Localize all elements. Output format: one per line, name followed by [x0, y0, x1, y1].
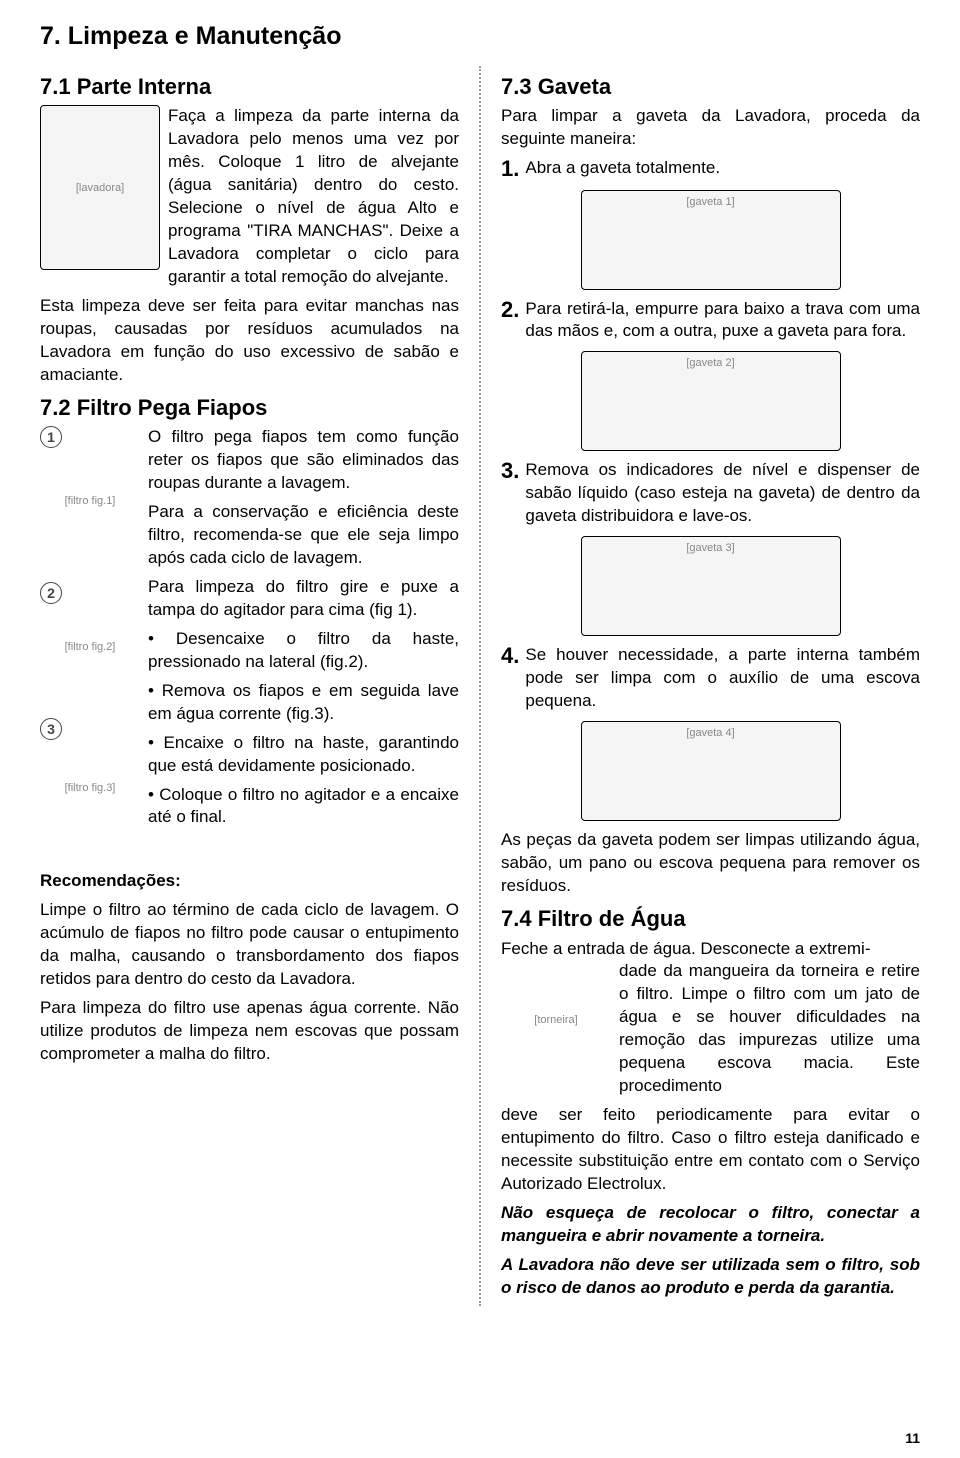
- section-71-p2: Esta limpeza deve ser feita para evitar …: [40, 295, 459, 387]
- section-74-title: 7.4 Filtro de Água: [501, 904, 920, 934]
- right-column: 7.3 Gaveta Para limpar a gaveta da Lavad…: [501, 66, 920, 1306]
- drawer-fig-1: [gaveta 1]: [581, 190, 841, 290]
- column-divider: [479, 66, 481, 1306]
- filter-figures: 1 [filtro fig.1] 2 [filtro fig.2] 3 [fil…: [40, 426, 140, 864]
- rec-p1: Limpe o filtro ao término de cada ciclo …: [40, 899, 459, 991]
- step-2: 2. Para retirá-la, empurre para baixo a …: [501, 298, 920, 344]
- drawer-fig-4: [gaveta 4]: [581, 721, 841, 821]
- washer-illustration-alt: [lavadora]: [72, 177, 128, 200]
- step-3: 3. Remova os indicadores de nível e disp…: [501, 459, 920, 528]
- drawer-fig-4-alt: [gaveta 4]: [582, 722, 840, 745]
- filter-fig-3-alt: [filtro fig.3]: [61, 777, 120, 800]
- section-74-p3: A Lavadora não deve ser utilizada sem o …: [501, 1254, 920, 1300]
- step-4: 4. Se houver necessidade, a parte intern…: [501, 644, 920, 713]
- page-title: 7. Limpeza e Manutenção: [40, 20, 920, 54]
- rec-p2: Para limpeza do filtro use apenas água c…: [40, 997, 459, 1066]
- step-1-num: 1.: [501, 157, 519, 181]
- drawer-fig-2: [gaveta 2]: [581, 351, 841, 451]
- page-number: 11: [905, 1429, 920, 1448]
- step-3-num: 3.: [501, 459, 519, 528]
- step-1: 1. Abra a gaveta totalmente.: [501, 157, 920, 181]
- filter-fig-1: 1 [filtro fig.1]: [40, 426, 140, 576]
- section-71-title: 7.1 Parte Interna: [40, 72, 459, 102]
- step-2-num: 2.: [501, 298, 519, 344]
- section-74-p1c: deve ser feito periodicamente para evita…: [501, 1104, 920, 1196]
- section-72-title: 7.2 Filtro Pega Fiapos: [40, 393, 459, 423]
- drawer-fig-1-alt: [gaveta 1]: [582, 191, 840, 214]
- section-73-p5: As peças da gaveta podem ser limpas util…: [501, 829, 920, 898]
- section-73-intro: Para limpar a gaveta da Lavadora, proced…: [501, 105, 920, 151]
- step-1-text: Abra a gaveta totalmente.: [525, 157, 920, 181]
- filter-fig-2: 2 [filtro fig.2]: [40, 582, 140, 712]
- filter-fig-1-alt: [filtro fig.1]: [61, 490, 120, 513]
- drawer-fig-3: [gaveta 3]: [581, 536, 841, 636]
- section-74-p1a: Feche a entrada de água. Desconecte a ex…: [501, 938, 920, 961]
- drawer-fig-3-alt: [gaveta 3]: [582, 537, 840, 560]
- page-columns: 7.1 Parte Interna [lavadora] Faça a limp…: [40, 66, 920, 1306]
- filter-fig-3: 3 [filtro fig.3]: [40, 718, 140, 858]
- washer-illustration: [lavadora]: [40, 105, 160, 270]
- water-filter-illustration: [torneira]: [501, 960, 611, 1080]
- left-column: 7.1 Parte Interna [lavadora] Faça a limp…: [40, 66, 459, 1306]
- section-73-title: 7.3 Gaveta: [501, 72, 920, 102]
- step-4-text: Se houver necessidade, a parte interna t…: [525, 644, 920, 713]
- drawer-fig-2-alt: [gaveta 2]: [582, 352, 840, 375]
- step-4-num: 4.: [501, 644, 519, 713]
- water-filter-alt: [torneira]: [530, 1009, 581, 1032]
- filter-fig-2-alt: [filtro fig.2]: [61, 636, 120, 659]
- recommendations-title: Recomendações:: [40, 870, 459, 893]
- step-3-text: Remova os indicadores de nível e dispens…: [525, 459, 920, 528]
- section-74-wrap: [torneira] dade da mangueira da torneira…: [501, 960, 920, 1098]
- section-74-p2: Não esqueça de recolocar o filtro, conec…: [501, 1202, 920, 1248]
- step-2-text: Para retirá-la, empurre para baixo a tra…: [525, 298, 920, 344]
